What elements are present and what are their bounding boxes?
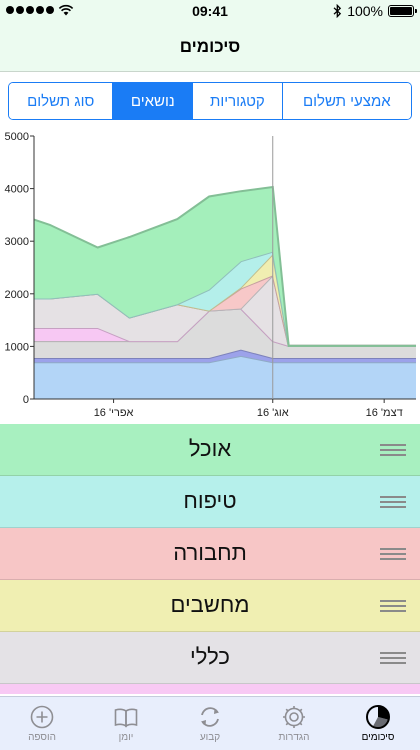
signal-strength-icon (6, 6, 54, 14)
tab-label: הוספה (28, 732, 56, 743)
repeat-icon (201, 707, 219, 727)
area-series-4 (34, 275, 416, 346)
tab-journal[interactable]: יומן (84, 697, 168, 750)
chart-canvas: 0 1000 2000 3000 4000 5000 אפרי' 16 אוג' 16 דצמ'… (5, 131, 416, 419)
y-tick-label: 2000 (5, 289, 29, 301)
summary-area-chart[interactable]: 0 1000 2000 3000 4000 5000 אפרי' 16 אוג' 16 דצמ'… (0, 128, 420, 420)
category-name: כללי (190, 644, 230, 669)
gear-icon (283, 706, 305, 728)
book-icon (114, 708, 138, 728)
page-title: סיכומים (179, 37, 241, 56)
wifi-icon (58, 4, 74, 16)
bluetooth-icon (333, 4, 342, 18)
tab-recurring[interactable]: קבוע (168, 697, 252, 750)
category-row-partial[interactable] (0, 684, 420, 694)
area-series-8 (34, 187, 416, 346)
segment-subjects[interactable]: נושאים (112, 83, 193, 119)
category-name: תחבורה (173, 540, 247, 565)
x-tick-label: דצמ' 16 (366, 407, 403, 419)
y-tick-label: 1000 (5, 341, 29, 353)
y-tick-label: 0 (23, 394, 29, 406)
category-row-food[interactable]: אוכל (0, 424, 420, 476)
battery-percent: 100% (347, 3, 383, 19)
segment-payment-methods[interactable]: אמצעי תשלום (281, 83, 411, 119)
tab-label: הגדרות (278, 732, 310, 743)
category-list: אוכל טיפוח תחבורה מחשבים כללי (0, 424, 420, 694)
signal-indicator (6, 4, 74, 16)
area-series-2 (34, 308, 416, 358)
y-tick-label: 4000 (5, 184, 29, 196)
y-tick-label: 5000 (5, 131, 29, 143)
reorder-handle-icon[interactable] (380, 548, 406, 560)
tab-summaries[interactable]: סיכומים (336, 697, 420, 750)
tab-bar: סיכומים הגדרות קבוע (0, 696, 420, 750)
segment-payment-type[interactable]: סוג תשלום (9, 83, 113, 119)
category-row-computers[interactable]: מחשבים (0, 580, 420, 632)
tab-label: יומן (118, 732, 134, 743)
status-bar: 09:41 100% (0, 0, 420, 22)
reorder-handle-icon[interactable] (380, 444, 406, 456)
tab-label: קבוע (199, 732, 221, 743)
battery-icon (388, 5, 417, 17)
area-series-line-8 (33, 185, 416, 347)
category-name: טיפוח (183, 488, 237, 513)
category-row-transport[interactable]: תחבורה (0, 528, 420, 580)
category-row-grooming[interactable]: טיפוח (0, 476, 420, 528)
area-series-7 (34, 251, 416, 346)
area-series-line-0 (34, 354, 416, 364)
navigation-bar: סיכומים (0, 22, 420, 72)
x-tick-label: אוג' 16 (257, 407, 289, 419)
reorder-handle-icon[interactable] (380, 652, 406, 664)
pie-chart-icon (366, 705, 390, 729)
status-time: 09:41 (192, 3, 228, 19)
tab-label: סיכומים (361, 732, 395, 743)
area-series-0 (34, 355, 416, 399)
reorder-handle-icon[interactable] (380, 600, 406, 612)
y-tick-label: 3000 (5, 236, 29, 248)
tab-settings[interactable]: הגדרות (252, 697, 336, 750)
battery-level (390, 7, 412, 15)
category-name: מחשבים (170, 592, 250, 617)
area-series-1 (34, 349, 416, 363)
view-segmented-control: אמצעי תשלום קטגוריות נושאים סוג תשלום (8, 82, 412, 120)
category-row-general[interactable]: כללי (0, 632, 420, 684)
x-tick-label: אפרי' 16 (94, 407, 134, 419)
segment-categories[interactable]: קטגוריות (192, 83, 282, 119)
category-name: אוכל (188, 436, 232, 461)
reorder-handle-icon[interactable] (380, 496, 406, 508)
status-right: 100% (333, 3, 417, 19)
add-icon (30, 705, 54, 729)
tab-add[interactable]: הוספה (0, 697, 84, 750)
